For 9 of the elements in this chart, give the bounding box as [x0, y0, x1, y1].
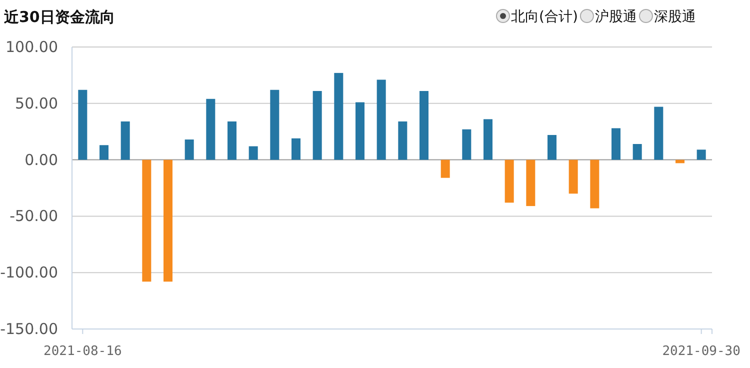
- y-tick-label: -100.00: [0, 264, 58, 282]
- y-tick-label: 100.00: [6, 38, 58, 56]
- title: 近30日资金流向: [4, 8, 115, 26]
- y-tick-label: 0.00: [24, 150, 58, 169]
- y-tick-label: -50.00: [10, 207, 58, 226]
- x-tick-label: 2021-09-30: [662, 344, 740, 359]
- y-tick-label: -150.00: [0, 320, 58, 338]
- y-tick-label: 50.00: [15, 94, 58, 112]
- x-tick-label: 2021-08-16: [44, 344, 122, 359]
